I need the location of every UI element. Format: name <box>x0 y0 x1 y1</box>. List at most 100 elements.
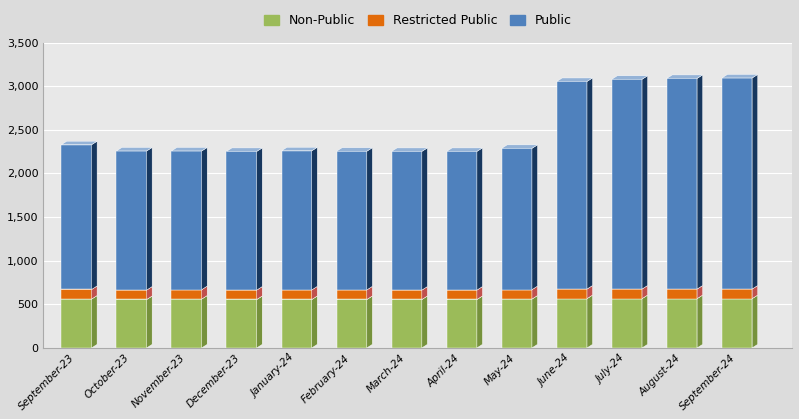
Polygon shape <box>587 295 593 348</box>
Polygon shape <box>117 300 147 348</box>
Polygon shape <box>62 141 97 145</box>
Polygon shape <box>477 296 483 348</box>
Polygon shape <box>557 289 587 299</box>
Polygon shape <box>502 299 532 348</box>
Polygon shape <box>336 296 372 300</box>
Polygon shape <box>62 295 97 299</box>
Polygon shape <box>642 295 647 348</box>
Polygon shape <box>256 148 262 290</box>
Polygon shape <box>557 81 587 289</box>
Polygon shape <box>281 296 317 300</box>
Polygon shape <box>667 295 702 299</box>
Polygon shape <box>172 147 207 151</box>
Polygon shape <box>587 285 593 299</box>
Polygon shape <box>612 285 647 289</box>
Polygon shape <box>667 78 697 289</box>
Polygon shape <box>392 287 427 290</box>
Polygon shape <box>557 295 593 299</box>
Polygon shape <box>721 295 757 299</box>
Polygon shape <box>447 287 483 290</box>
Polygon shape <box>557 299 587 348</box>
Polygon shape <box>612 299 642 348</box>
Polygon shape <box>697 295 702 348</box>
Polygon shape <box>172 151 201 290</box>
Polygon shape <box>117 287 152 290</box>
Polygon shape <box>667 299 697 348</box>
Polygon shape <box>172 286 207 290</box>
Polygon shape <box>117 147 152 151</box>
Polygon shape <box>612 289 642 299</box>
Polygon shape <box>281 147 317 151</box>
Polygon shape <box>752 295 757 348</box>
Polygon shape <box>256 296 262 348</box>
Polygon shape <box>147 147 152 290</box>
Polygon shape <box>92 286 97 299</box>
Polygon shape <box>612 79 642 289</box>
Polygon shape <box>502 148 532 290</box>
Polygon shape <box>752 285 757 299</box>
Polygon shape <box>532 145 538 290</box>
Polygon shape <box>667 289 697 299</box>
Polygon shape <box>336 148 372 151</box>
Polygon shape <box>367 148 372 290</box>
Polygon shape <box>201 295 207 348</box>
Polygon shape <box>557 78 593 81</box>
Polygon shape <box>502 286 538 290</box>
Polygon shape <box>642 285 647 299</box>
Polygon shape <box>62 286 97 290</box>
Polygon shape <box>312 147 317 290</box>
Polygon shape <box>392 300 422 348</box>
Polygon shape <box>667 75 702 78</box>
Polygon shape <box>226 290 256 300</box>
Polygon shape <box>392 296 427 300</box>
Polygon shape <box>312 287 317 300</box>
Polygon shape <box>62 145 92 290</box>
Polygon shape <box>117 296 152 300</box>
Polygon shape <box>422 148 427 290</box>
Polygon shape <box>117 290 147 300</box>
Polygon shape <box>172 295 207 299</box>
Polygon shape <box>667 285 702 289</box>
Polygon shape <box>62 299 92 348</box>
Polygon shape <box>422 287 427 300</box>
Polygon shape <box>62 290 92 299</box>
Polygon shape <box>752 75 757 289</box>
Polygon shape <box>477 148 483 290</box>
Polygon shape <box>721 289 752 299</box>
Polygon shape <box>336 300 367 348</box>
Polygon shape <box>642 76 647 289</box>
Polygon shape <box>447 148 483 151</box>
Polygon shape <box>256 287 262 300</box>
Polygon shape <box>557 285 593 289</box>
Polygon shape <box>226 148 262 151</box>
Polygon shape <box>477 287 483 300</box>
Polygon shape <box>612 76 647 79</box>
Polygon shape <box>147 287 152 300</box>
Polygon shape <box>226 296 262 300</box>
Polygon shape <box>281 287 317 290</box>
Polygon shape <box>172 299 201 348</box>
Polygon shape <box>336 287 372 290</box>
Polygon shape <box>312 296 317 348</box>
Polygon shape <box>281 290 312 300</box>
Polygon shape <box>447 300 477 348</box>
Polygon shape <box>367 287 372 300</box>
Polygon shape <box>697 285 702 299</box>
Polygon shape <box>336 151 367 290</box>
Polygon shape <box>697 75 702 289</box>
Polygon shape <box>336 290 367 300</box>
Polygon shape <box>721 78 752 289</box>
Polygon shape <box>587 78 593 289</box>
Polygon shape <box>281 300 312 348</box>
Polygon shape <box>147 296 152 348</box>
Polygon shape <box>502 295 538 299</box>
Polygon shape <box>281 151 312 290</box>
Polygon shape <box>226 300 256 348</box>
Polygon shape <box>226 151 256 290</box>
Polygon shape <box>117 151 147 290</box>
Polygon shape <box>201 286 207 299</box>
Polygon shape <box>502 290 532 299</box>
Polygon shape <box>721 285 757 289</box>
Polygon shape <box>392 290 422 300</box>
Polygon shape <box>367 296 372 348</box>
